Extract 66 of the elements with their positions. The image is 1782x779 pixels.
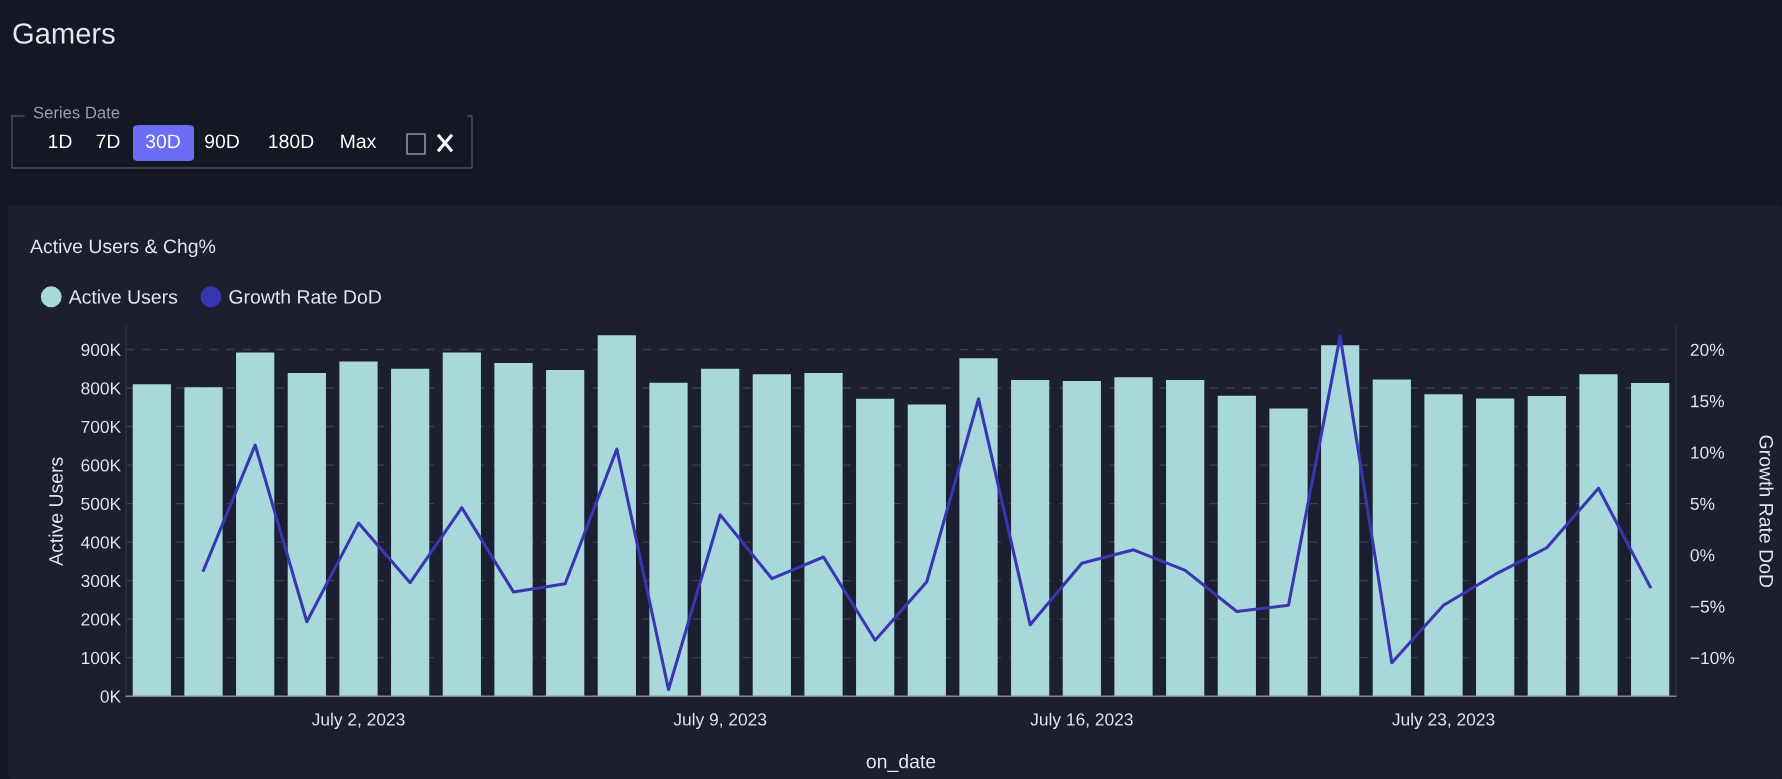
bar bbox=[1372, 379, 1411, 697]
text: 90D bbox=[205, 134, 239, 149]
bar bbox=[546, 369, 585, 697]
bar bbox=[907, 404, 946, 697]
chart-title: Gamers bbox=[13, 23, 115, 44]
x-tick-label: July 9, 2023 bbox=[673, 712, 767, 730]
bar bbox=[287, 373, 326, 697]
y-tick-label: 400K bbox=[80, 536, 121, 549]
y-tick-label: 300K bbox=[81, 574, 121, 588]
y-tick-label: 800K bbox=[81, 382, 121, 395]
y-axis-title: Active Users bbox=[48, 457, 63, 566]
bar bbox=[1631, 383, 1670, 697]
text: 180D bbox=[269, 134, 314, 149]
y-tick-label: 200K bbox=[81, 613, 121, 626]
bar bbox=[339, 361, 378, 697]
legend-label: Growth Rate DoD bbox=[229, 289, 381, 304]
bar bbox=[1062, 381, 1101, 697]
bar bbox=[132, 384, 171, 697]
bar bbox=[391, 368, 430, 697]
bar bbox=[1476, 398, 1515, 697]
y2-tick-label: 5% bbox=[1690, 497, 1715, 511]
y-tick-label: 900K bbox=[81, 343, 121, 356]
bar bbox=[1011, 379, 1050, 697]
text: 1D bbox=[49, 134, 72, 149]
x-tick-label: July 23, 2023 bbox=[1392, 712, 1495, 730]
y2-tick-label: 20% bbox=[1690, 343, 1725, 356]
y-tick-label: 100K bbox=[81, 651, 121, 665]
y2-tick-label: 15% bbox=[1691, 395, 1725, 408]
y2-tick-label: −5% bbox=[1690, 600, 1725, 613]
bar bbox=[752, 374, 791, 697]
text: 7D bbox=[96, 134, 120, 149]
bar bbox=[856, 398, 895, 697]
y2-tick-label: −10% bbox=[1690, 651, 1735, 665]
x-tick-label: July 2, 2023 bbox=[311, 712, 405, 730]
text: Series Date bbox=[33, 106, 120, 119]
bar bbox=[1321, 345, 1360, 697]
y2-tick-label: 10% bbox=[1691, 446, 1725, 459]
bar bbox=[1166, 379, 1205, 697]
legend-label: Active Users bbox=[68, 289, 178, 304]
bar bbox=[1217, 395, 1256, 697]
y-tick-label: 500K bbox=[81, 497, 121, 511]
y-tick-label: 0K bbox=[100, 690, 121, 703]
bar bbox=[236, 352, 275, 697]
bar bbox=[649, 382, 688, 697]
bar bbox=[1527, 396, 1566, 697]
text: 30D bbox=[145, 134, 180, 149]
y2-tick-label: 0% bbox=[1690, 549, 1715, 562]
chart-subtitle: Active Users & Chg% bbox=[30, 238, 216, 258]
x-axis-title: on_date bbox=[866, 754, 936, 773]
bar bbox=[494, 362, 533, 697]
bar bbox=[597, 335, 636, 697]
bar bbox=[1114, 377, 1153, 697]
bar bbox=[701, 368, 740, 697]
bar bbox=[184, 387, 223, 697]
bar bbox=[804, 373, 843, 697]
y-tick-label: 600K bbox=[81, 459, 121, 472]
bar bbox=[1579, 374, 1618, 697]
bar bbox=[1269, 408, 1308, 697]
y-tick-label: 700K bbox=[81, 420, 121, 434]
bar bbox=[442, 352, 481, 697]
x-tick-label: July 16, 2023 bbox=[1030, 712, 1133, 730]
bar bbox=[959, 358, 998, 697]
line-series bbox=[201, 334, 1652, 692]
text: Max bbox=[341, 134, 377, 149]
y2-axis-title: Growth Rate DoD bbox=[1759, 435, 1774, 588]
bar bbox=[1424, 394, 1463, 697]
